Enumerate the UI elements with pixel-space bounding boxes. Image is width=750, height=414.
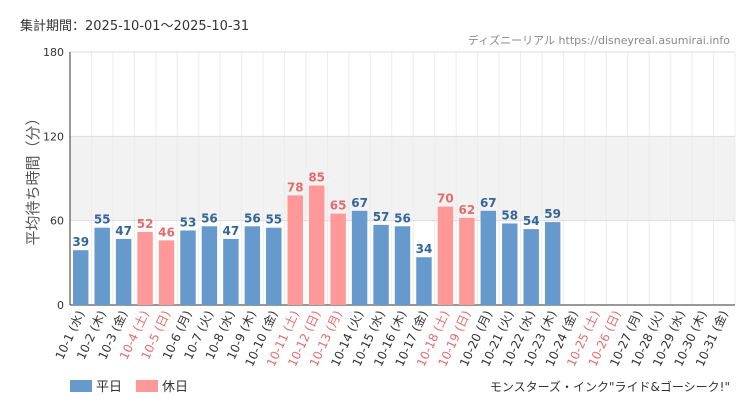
bar: [523, 229, 539, 305]
legend-swatch-holiday: [136, 380, 158, 392]
legend-label-holiday: 休日: [162, 380, 188, 395]
bar: [287, 195, 303, 305]
bar: [330, 213, 346, 305]
bar: [480, 210, 497, 305]
bar: [94, 227, 110, 305]
bar-value-label: 53: [180, 216, 197, 230]
bar-value-label: 39: [72, 235, 89, 249]
source-label: ディズニーリアル https://disneyreal.asumirai.inf…: [468, 33, 730, 47]
bar-value-label: 78: [287, 180, 304, 194]
bar: [180, 230, 196, 305]
y-axis-title: 平均待ち時間（分）: [24, 110, 42, 245]
bar: [158, 240, 175, 305]
bar: [308, 185, 325, 305]
y-tick-label: 60: [50, 215, 64, 228]
y-tick-label: 0: [57, 299, 64, 312]
bar-value-label: 52: [137, 217, 154, 231]
bar-value-label: 46: [158, 225, 175, 239]
bar-value-label: 70: [437, 192, 454, 206]
bar: [437, 206, 454, 305]
bar: [244, 226, 261, 305]
bar-value-label: 85: [308, 171, 325, 185]
bar-value-label: 65: [330, 199, 347, 213]
bar-value-label: 57: [373, 210, 390, 224]
bar: [115, 238, 132, 305]
bar-value-label: 67: [480, 196, 497, 210]
bar: [544, 222, 561, 305]
bar: [201, 226, 218, 305]
bar-value-label: 58: [501, 208, 518, 222]
bar: [394, 226, 411, 305]
period-label: 集計期間：2025-10-01〜2025-10-31: [20, 18, 249, 34]
bar: [502, 223, 518, 305]
bar-value-label: 56: [244, 211, 261, 225]
legend-label-weekday: 平日: [96, 380, 122, 395]
bar-value-label: 55: [265, 213, 282, 227]
bar: [373, 224, 389, 305]
bar: [416, 257, 432, 305]
bar-value-label: 47: [223, 224, 240, 238]
legend: 平日 休日: [70, 380, 188, 395]
bar: [266, 227, 282, 305]
bar-value-label: 47: [115, 224, 132, 238]
bar: [351, 210, 368, 305]
attraction-label: モンスターズ・インク"ライド&ゴーシーク!": [490, 379, 730, 394]
bar-value-label: 54: [523, 214, 540, 228]
y-tick-label: 120: [43, 130, 64, 143]
bar: [223, 238, 239, 305]
bar: [73, 250, 89, 305]
bar-value-label: 56: [201, 211, 218, 225]
bar-value-label: 59: [544, 207, 561, 221]
bar: [137, 231, 153, 305]
bar-value-label: 67: [351, 196, 368, 210]
legend-swatch-weekday: [70, 380, 92, 392]
bar-value-label: 62: [459, 203, 476, 217]
bar-value-label: 56: [394, 211, 411, 225]
bar-value-label: 34: [416, 242, 433, 256]
bar-value-label: 55: [94, 213, 111, 227]
y-tick-label: 180: [43, 46, 64, 59]
bar: [459, 217, 475, 305]
shaded-band: [70, 136, 735, 221]
